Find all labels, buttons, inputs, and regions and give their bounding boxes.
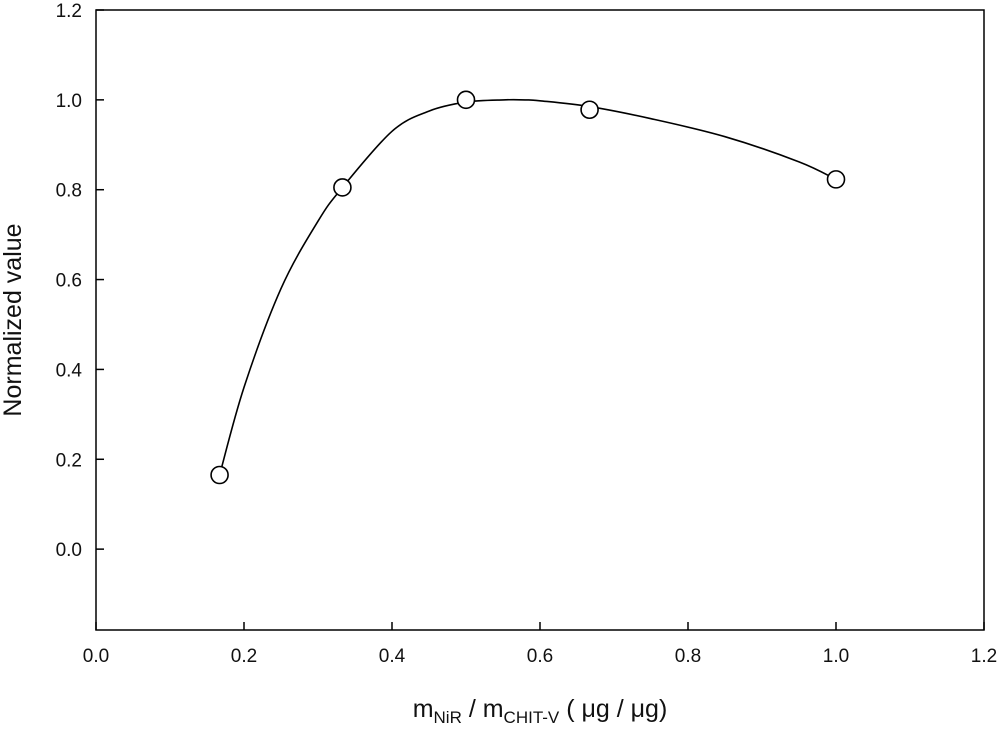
x-tick-label: 0.6: [527, 646, 553, 667]
data-point: [456, 90, 476, 110]
y-tick-label: 0.4: [56, 360, 83, 381]
y-axis-ticks: 0.0 0.2 0.4 0.6 0.8 1.0 1.2: [56, 1, 104, 561]
y-tick-label: 1.2: [56, 1, 82, 22]
x-axis-label-m1: m: [413, 695, 434, 723]
data-point: [210, 465, 229, 485]
x-axis-label-sub2: CHIT-V: [504, 708, 560, 727]
x-axis-label-unit: ( μg / μg): [559, 695, 667, 723]
y-axis-label: Normalized value: [0, 223, 27, 416]
x-tick-label: 0.4: [379, 646, 406, 667]
y-tick-label: 0.0: [56, 540, 82, 561]
plot-frame: [95, 9, 985, 631]
y-tick-label: 0.8: [56, 181, 82, 202]
data-point: [333, 178, 352, 197]
x-tick-label: 0.2: [231, 646, 257, 667]
fit-curve: [218, 98, 837, 476]
x-tick-label: 0.8: [675, 646, 701, 667]
x-tick-label: 1.0: [823, 646, 849, 667]
data-point: [826, 170, 846, 189]
y-tick-label: 0.2: [56, 450, 82, 471]
data-points: [210, 90, 846, 485]
x-axis-label: mNiR / mCHIT-V ( μg / μg): [413, 695, 668, 727]
x-tick-label: 1.2: [971, 646, 997, 667]
y-tick-label: 1.0: [56, 91, 82, 112]
data-point: [580, 100, 599, 120]
y-tick-label: 0.6: [56, 271, 82, 292]
x-tick-label: 0.0: [83, 646, 109, 667]
x-axis-label-sep: /: [462, 695, 483, 723]
x-axis-label-sub1: NiR: [434, 708, 462, 727]
x-axis-label-m2: m: [483, 695, 504, 723]
x-axis-ticks: 0.0 0.2 0.4 0.6 0.8 1.0 1.2: [83, 622, 997, 667]
